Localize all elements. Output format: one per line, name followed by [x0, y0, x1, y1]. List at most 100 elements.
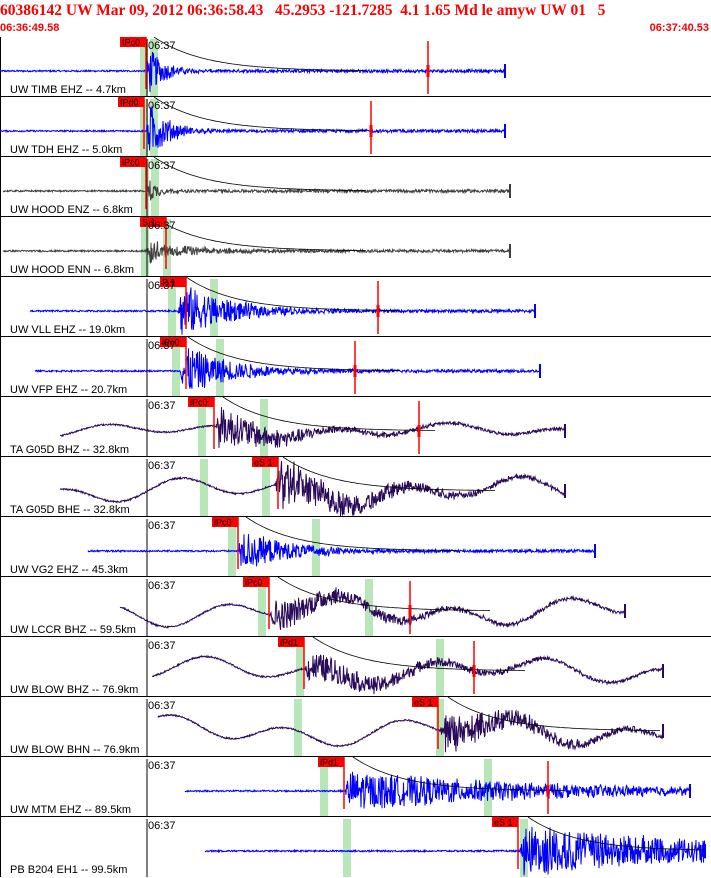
pick-marker[interactable]: [318, 757, 344, 767]
pick-marker[interactable]: [120, 37, 146, 47]
amplitude-pick-mark: [472, 665, 476, 677]
channel-label: UW BLOW BHZ -- 76.9km: [10, 684, 138, 696]
predicted-arrival-shade: [150, 99, 158, 157]
waveform-trace: [34, 348, 541, 389]
minute-tick-label: 06:37: [148, 220, 176, 232]
amplitude-pick-mark: [546, 785, 550, 797]
minute-tick-label: 06:37: [148, 280, 176, 292]
pick-marker[interactable]: [160, 277, 186, 287]
pick-marker[interactable]: [252, 457, 278, 467]
predicted-arrival-shade: [312, 519, 320, 577]
amplitude-pick-mark: [426, 65, 430, 77]
coda-decay-curve: [153, 156, 366, 191]
predicted-arrival-shade: [228, 519, 236, 577]
pick-label: eS 1: [254, 458, 273, 468]
channel-label: UW VLL EHZ -- 19.0km: [10, 324, 125, 336]
pick-marker[interactable]: [120, 157, 146, 167]
waveform-trace: [29, 287, 536, 335]
predicted-arrival-shade: [294, 699, 302, 757]
predicted-arrival-shade: [320, 759, 328, 817]
predicted-arrival-shade: [140, 39, 148, 97]
pick-label: IPc0: [122, 38, 140, 48]
pick-marker[interactable]: [140, 217, 166, 227]
predicted-arrival-shade: [296, 639, 304, 697]
channel-label: UW HOOD ENN -- 6.8km: [10, 264, 134, 276]
coda-decay-curve: [222, 396, 435, 431]
channel-label: UW BLOW BHN -- 76.9km: [10, 744, 140, 756]
predicted-arrival-shade: [141, 219, 149, 277]
waveform-trace: [0, 106, 506, 151]
pick-marker[interactable]: [160, 337, 186, 347]
waveform-trace: [87, 534, 596, 567]
waveform-trace: [59, 407, 566, 448]
coda-decay-curve: [245, 516, 458, 551]
predicted-arrival-shade: [343, 819, 351, 877]
waveform-trace: [119, 587, 626, 630]
waveform-trace: [204, 826, 706, 876]
pick-marker[interactable]: [243, 577, 269, 587]
minute-tick-label: 06:37: [148, 520, 176, 532]
channel-label: PB B204 EH1 -- 99.5km: [10, 864, 127, 876]
seismogram-plot: IPc0 IPd0 iPc0 S 1 P 1 iPc0 iPc0 eS 1 iPc0 iPc0 iP…: [0, 37, 711, 877]
pick-marker[interactable]: [412, 697, 438, 707]
pick-label: IPd0: [120, 98, 139, 108]
coda-decay-curve: [153, 37, 366, 71]
waveform-trace: [0, 51, 506, 92]
waveform-trace: [2, 180, 511, 201]
pick-label: iPc0: [122, 158, 140, 168]
waveform-trace: [184, 771, 691, 809]
channel-label: UW VFP EHZ -- 20.7km: [10, 384, 127, 396]
minute-tick-label: 06:37: [148, 700, 176, 712]
channel-label: UW HOOD ENZ -- 6.8km: [10, 204, 133, 216]
minute-tick-label: 06:37: [148, 460, 176, 472]
coda-decay-curve: [312, 636, 525, 671]
channel-label: UW VG2 EHZ -- 45.3km: [10, 564, 128, 576]
predicted-arrival-shade: [200, 459, 208, 517]
minute-tick-label: 06:37: [148, 160, 176, 172]
minute-tick-label: 06:37: [148, 580, 176, 592]
minute-tick-label: 06:37: [148, 640, 176, 652]
pick-label: iPc0: [245, 578, 263, 588]
minute-tick-label: 06:37: [148, 40, 176, 52]
amplitude-pick-mark: [353, 365, 357, 377]
pick-marker[interactable]: [212, 517, 238, 527]
pick-label: iPc0: [214, 518, 232, 528]
predicted-arrival-shade: [141, 159, 149, 217]
amplitude-pick-mark: [376, 305, 380, 317]
channel-label: UW LCCR BHZ -- 59.5km: [10, 624, 136, 636]
minute-tick-label: 06:37: [148, 100, 176, 112]
minute-tick-label: 06:37: [148, 340, 176, 352]
predicted-arrival-shade: [168, 279, 176, 337]
minute-tick-label: 06:37: [148, 400, 176, 412]
pick-label: eS 1: [494, 818, 513, 828]
minute-tick-label: 06:37: [148, 760, 176, 772]
waveform-trace: [157, 709, 664, 753]
pick-label: eS 1: [414, 698, 433, 708]
amplitude-pick-mark: [408, 605, 412, 617]
coda-decay-curve: [153, 216, 366, 251]
coda-decay-curve: [153, 96, 366, 131]
coda-decay-curve: [185, 276, 398, 311]
pick-label: iPd1: [280, 638, 298, 648]
pick-marker[interactable]: [118, 97, 144, 107]
predicted-arrival-shade: [172, 339, 180, 397]
predicted-arrival-shade: [258, 579, 266, 637]
waveform-trace: [151, 654, 664, 695]
pick-label: S 1: [142, 218, 156, 228]
coda-decay-curve: [277, 576, 490, 611]
pick-marker[interactable]: [188, 397, 214, 407]
pick-marker[interactable]: [278, 637, 304, 647]
end-time-label: 06:37:40.53: [649, 22, 709, 34]
minute-tick-label: 06:37: [148, 820, 176, 832]
predicted-arrival-shade: [436, 699, 444, 757]
pick-label: iPc0: [162, 338, 180, 348]
predicted-arrival-shade: [198, 399, 206, 457]
coda-decay-curve: [352, 756, 565, 791]
coda-decay-curve: [187, 336, 400, 371]
pick-marker[interactable]: [492, 817, 518, 827]
pick-label: iPd1: [320, 758, 338, 768]
coda-decay-curve: [282, 456, 495, 491]
channel-label: TA G05D BHE -- 32.8km: [10, 504, 130, 516]
start-time-label: 06:36:49.58: [0, 22, 60, 34]
waveform-trace: [59, 460, 565, 518]
